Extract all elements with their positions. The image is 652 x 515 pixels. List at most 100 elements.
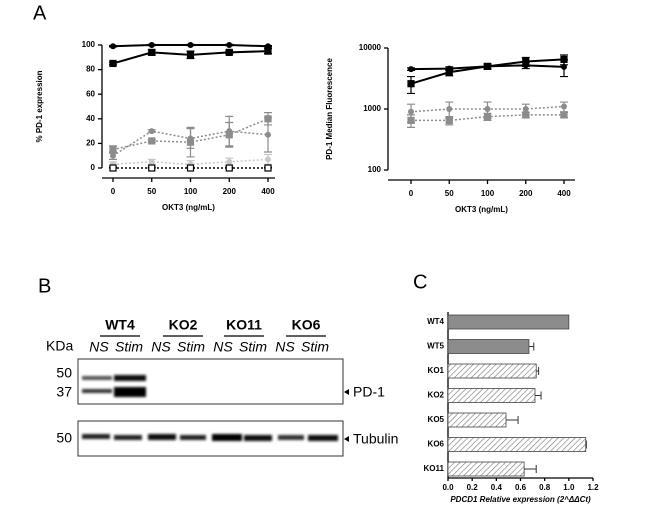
marker — [264, 164, 272, 172]
western-blot: KDa 50 37 50 PD-1 Tubulin — [46, 338, 398, 457]
bands — [82, 375, 338, 441]
marker — [408, 108, 414, 115]
y-tick-label: KO1 — [428, 366, 445, 375]
y-axis-label: % PD-1 expression — [35, 70, 44, 142]
bar — [447, 339, 530, 354]
marker — [445, 68, 453, 76]
marker — [148, 158, 155, 165]
bar — [447, 314, 570, 330]
marker — [483, 113, 492, 121]
panel-label: B — [38, 275, 51, 297]
error-bar — [535, 391, 542, 400]
marker — [186, 51, 195, 59]
group-label: KO6 — [292, 317, 321, 333]
lane-label: NS — [213, 339, 233, 355]
x-tick-label: 0.6 — [515, 483, 527, 492]
marker-label: 37 — [56, 384, 72, 400]
marker — [445, 116, 453, 125]
band — [114, 435, 142, 440]
marker — [109, 145, 117, 154]
marker — [265, 131, 271, 138]
target-label: Tubulin — [353, 431, 398, 447]
x-tick-label: 400 — [261, 187, 275, 196]
marker — [187, 42, 194, 48]
x-tick-label: 400 — [557, 189, 571, 198]
x-tick-label: 0.0 — [442, 483, 454, 492]
marker — [522, 57, 530, 66]
x-axis-label: PDCD1 Relative expression (2^ΔΔCt) — [450, 495, 591, 504]
lane-label: NS — [89, 339, 109, 355]
x-axis-label: OKT3 (ng/mL) — [455, 205, 508, 214]
marker — [522, 111, 530, 119]
band — [212, 434, 242, 441]
y-tick-label: 1000 — [363, 104, 381, 113]
y-tick-label: 40 — [86, 114, 95, 123]
marker — [148, 137, 156, 145]
y-tick-label: 0 — [91, 163, 96, 172]
lane-label: NS — [275, 339, 295, 355]
band — [180, 435, 206, 440]
bar — [447, 461, 525, 477]
y-tick-label: 100 — [82, 40, 96, 49]
lane-label: NS — [151, 339, 171, 355]
x-tick-label: 200 — [223, 187, 237, 196]
marker-label: 50 — [56, 430, 72, 446]
marker — [408, 66, 414, 73]
lane-label: Stim — [239, 339, 267, 355]
marker — [407, 80, 415, 88]
target-label: PD-1 — [353, 384, 385, 400]
y-tick-label: WT4 — [427, 317, 444, 326]
bar — [447, 388, 536, 403]
group-label: KO2 — [169, 317, 198, 333]
error-bar — [528, 342, 535, 351]
error-bar — [524, 465, 537, 473]
marker — [446, 106, 453, 112]
y-tick-label: KO2 — [428, 391, 445, 400]
x-tick-label: 0.2 — [467, 483, 479, 492]
panel-label: C — [413, 271, 427, 293]
y-tick-label: KO5 — [428, 415, 445, 424]
band — [82, 389, 112, 393]
panel-label: A — [33, 2, 47, 24]
error-bar — [536, 367, 540, 375]
x-tick-label: 1.0 — [563, 483, 575, 492]
marker — [264, 47, 272, 55]
lane-label: Stim — [115, 339, 143, 355]
y-tick-label: 20 — [86, 139, 95, 148]
marker — [561, 103, 567, 110]
x-tick-label: 0 — [409, 189, 414, 198]
marker — [110, 43, 116, 50]
x-axis-label: OKT3 (ng/mL) — [162, 203, 215, 212]
marker — [148, 48, 156, 56]
x-tick-label: 100 — [481, 189, 495, 198]
marker — [225, 131, 233, 139]
marker — [109, 59, 117, 68]
marker — [484, 106, 491, 112]
marker — [225, 48, 233, 56]
error-bar — [585, 440, 587, 449]
marker — [109, 164, 117, 172]
marker — [225, 164, 233, 172]
marker — [407, 116, 415, 125]
x-tick-label: 0 — [111, 187, 116, 196]
marker — [226, 158, 233, 165]
band — [114, 375, 146, 381]
bar — [447, 363, 537, 379]
y-axis-label: PD-1 Median Fluorescence — [325, 58, 334, 160]
x-tick-label: 0.8 — [539, 483, 551, 492]
marker — [483, 62, 492, 70]
y-tick-label: 80 — [86, 65, 95, 74]
x-tick-label: 50 — [445, 189, 454, 198]
band — [148, 434, 176, 440]
x-tick-label: 0.4 — [491, 483, 503, 492]
bar — [447, 437, 587, 452]
marker — [186, 138, 195, 146]
y-tick-label: 10000 — [359, 43, 382, 52]
x-tick-label: 100 — [184, 187, 198, 196]
y-tick-label: KO11 — [424, 464, 445, 473]
marker — [265, 156, 271, 163]
band — [244, 435, 272, 441]
arrowhead — [344, 389, 349, 442]
kda-label: KDa — [46, 338, 73, 354]
